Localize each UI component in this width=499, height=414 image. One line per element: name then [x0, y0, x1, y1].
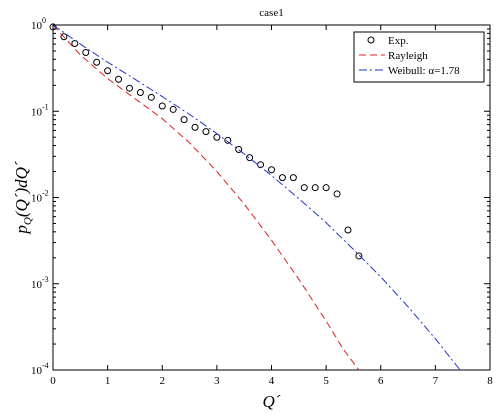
x-tick-label: 5: [323, 375, 329, 387]
data-point-exp: [333, 190, 341, 198]
y-axis-label-sub: Q: [22, 217, 34, 225]
y-tick-label: 10-1: [31, 102, 49, 118]
data-point-exp: [300, 184, 308, 192]
data-point-exp: [180, 116, 188, 124]
data-point-exp: [191, 123, 199, 131]
y-tick-label: 10-3: [31, 275, 49, 291]
axes-group: 0 1 2 3 4 5 6 7 8 10-4 10-3 10-2 10-1 100: [31, 16, 493, 387]
legend-marker-exp: [367, 36, 375, 44]
x-tick-label: 4: [269, 375, 275, 387]
chart-title: case1: [259, 7, 283, 19]
y-tick-label: 100: [31, 16, 46, 32]
x-tick-label: 1: [105, 375, 111, 387]
x-tick-label: 8: [487, 375, 493, 387]
x-tick-label: 6: [378, 375, 384, 387]
data-point-exp: [322, 184, 330, 192]
x-tick-label: 3: [214, 375, 220, 387]
data-point-exp: [115, 75, 123, 83]
legend: Exp. Rayleigh Weibull: α=1.78: [353, 31, 485, 83]
legend-label: Rayleigh: [388, 50, 428, 62]
x-axis-label: Q´: [263, 392, 281, 411]
data-point-exp: [235, 146, 243, 154]
data-point-exp: [147, 93, 155, 101]
series-line-rayleigh: [52, 24, 360, 371]
data-point-exp: [224, 136, 232, 144]
data-point-exp: [289, 174, 297, 182]
data-point-exp: [136, 88, 144, 96]
x-tick-label: 7: [433, 375, 439, 387]
legend-label: Exp.: [388, 35, 409, 47]
data-point-exp: [202, 128, 210, 136]
data-point-exp: [158, 102, 166, 110]
data-point-exp: [125, 84, 133, 92]
data-point-exp: [268, 166, 275, 174]
legend-box: [353, 31, 485, 83]
x-tick-label: 0: [50, 375, 56, 387]
data-point-exp: [104, 67, 112, 75]
legend-label: Weibull: α=1.78: [388, 65, 460, 77]
data-point-exp: [246, 154, 254, 162]
data-point-exp: [278, 174, 286, 182]
data-point-exp: [344, 226, 352, 234]
data-point-exp: [60, 33, 68, 41]
data-point-exp: [355, 252, 363, 260]
data-point-exp: [82, 48, 90, 56]
x-tick-label: 2: [160, 375, 166, 387]
data-point-exp: [71, 40, 79, 48]
series-line-weibull: [52, 24, 461, 371]
y-tick-label: 10-4: [31, 361, 49, 377]
y-tick-label: 10-2: [31, 189, 49, 205]
data-point-exp: [213, 133, 221, 141]
series-group: [49, 23, 461, 371]
data-point-exp: [169, 105, 177, 113]
data-point-exp: [311, 184, 319, 192]
y-axis-label-p: p: [12, 225, 31, 235]
y-axis-label: pQ(Q´)dQ´: [12, 161, 34, 234]
data-point-exp: [93, 58, 101, 66]
y-axis-label-rest: (Q´)dQ´: [12, 161, 31, 217]
